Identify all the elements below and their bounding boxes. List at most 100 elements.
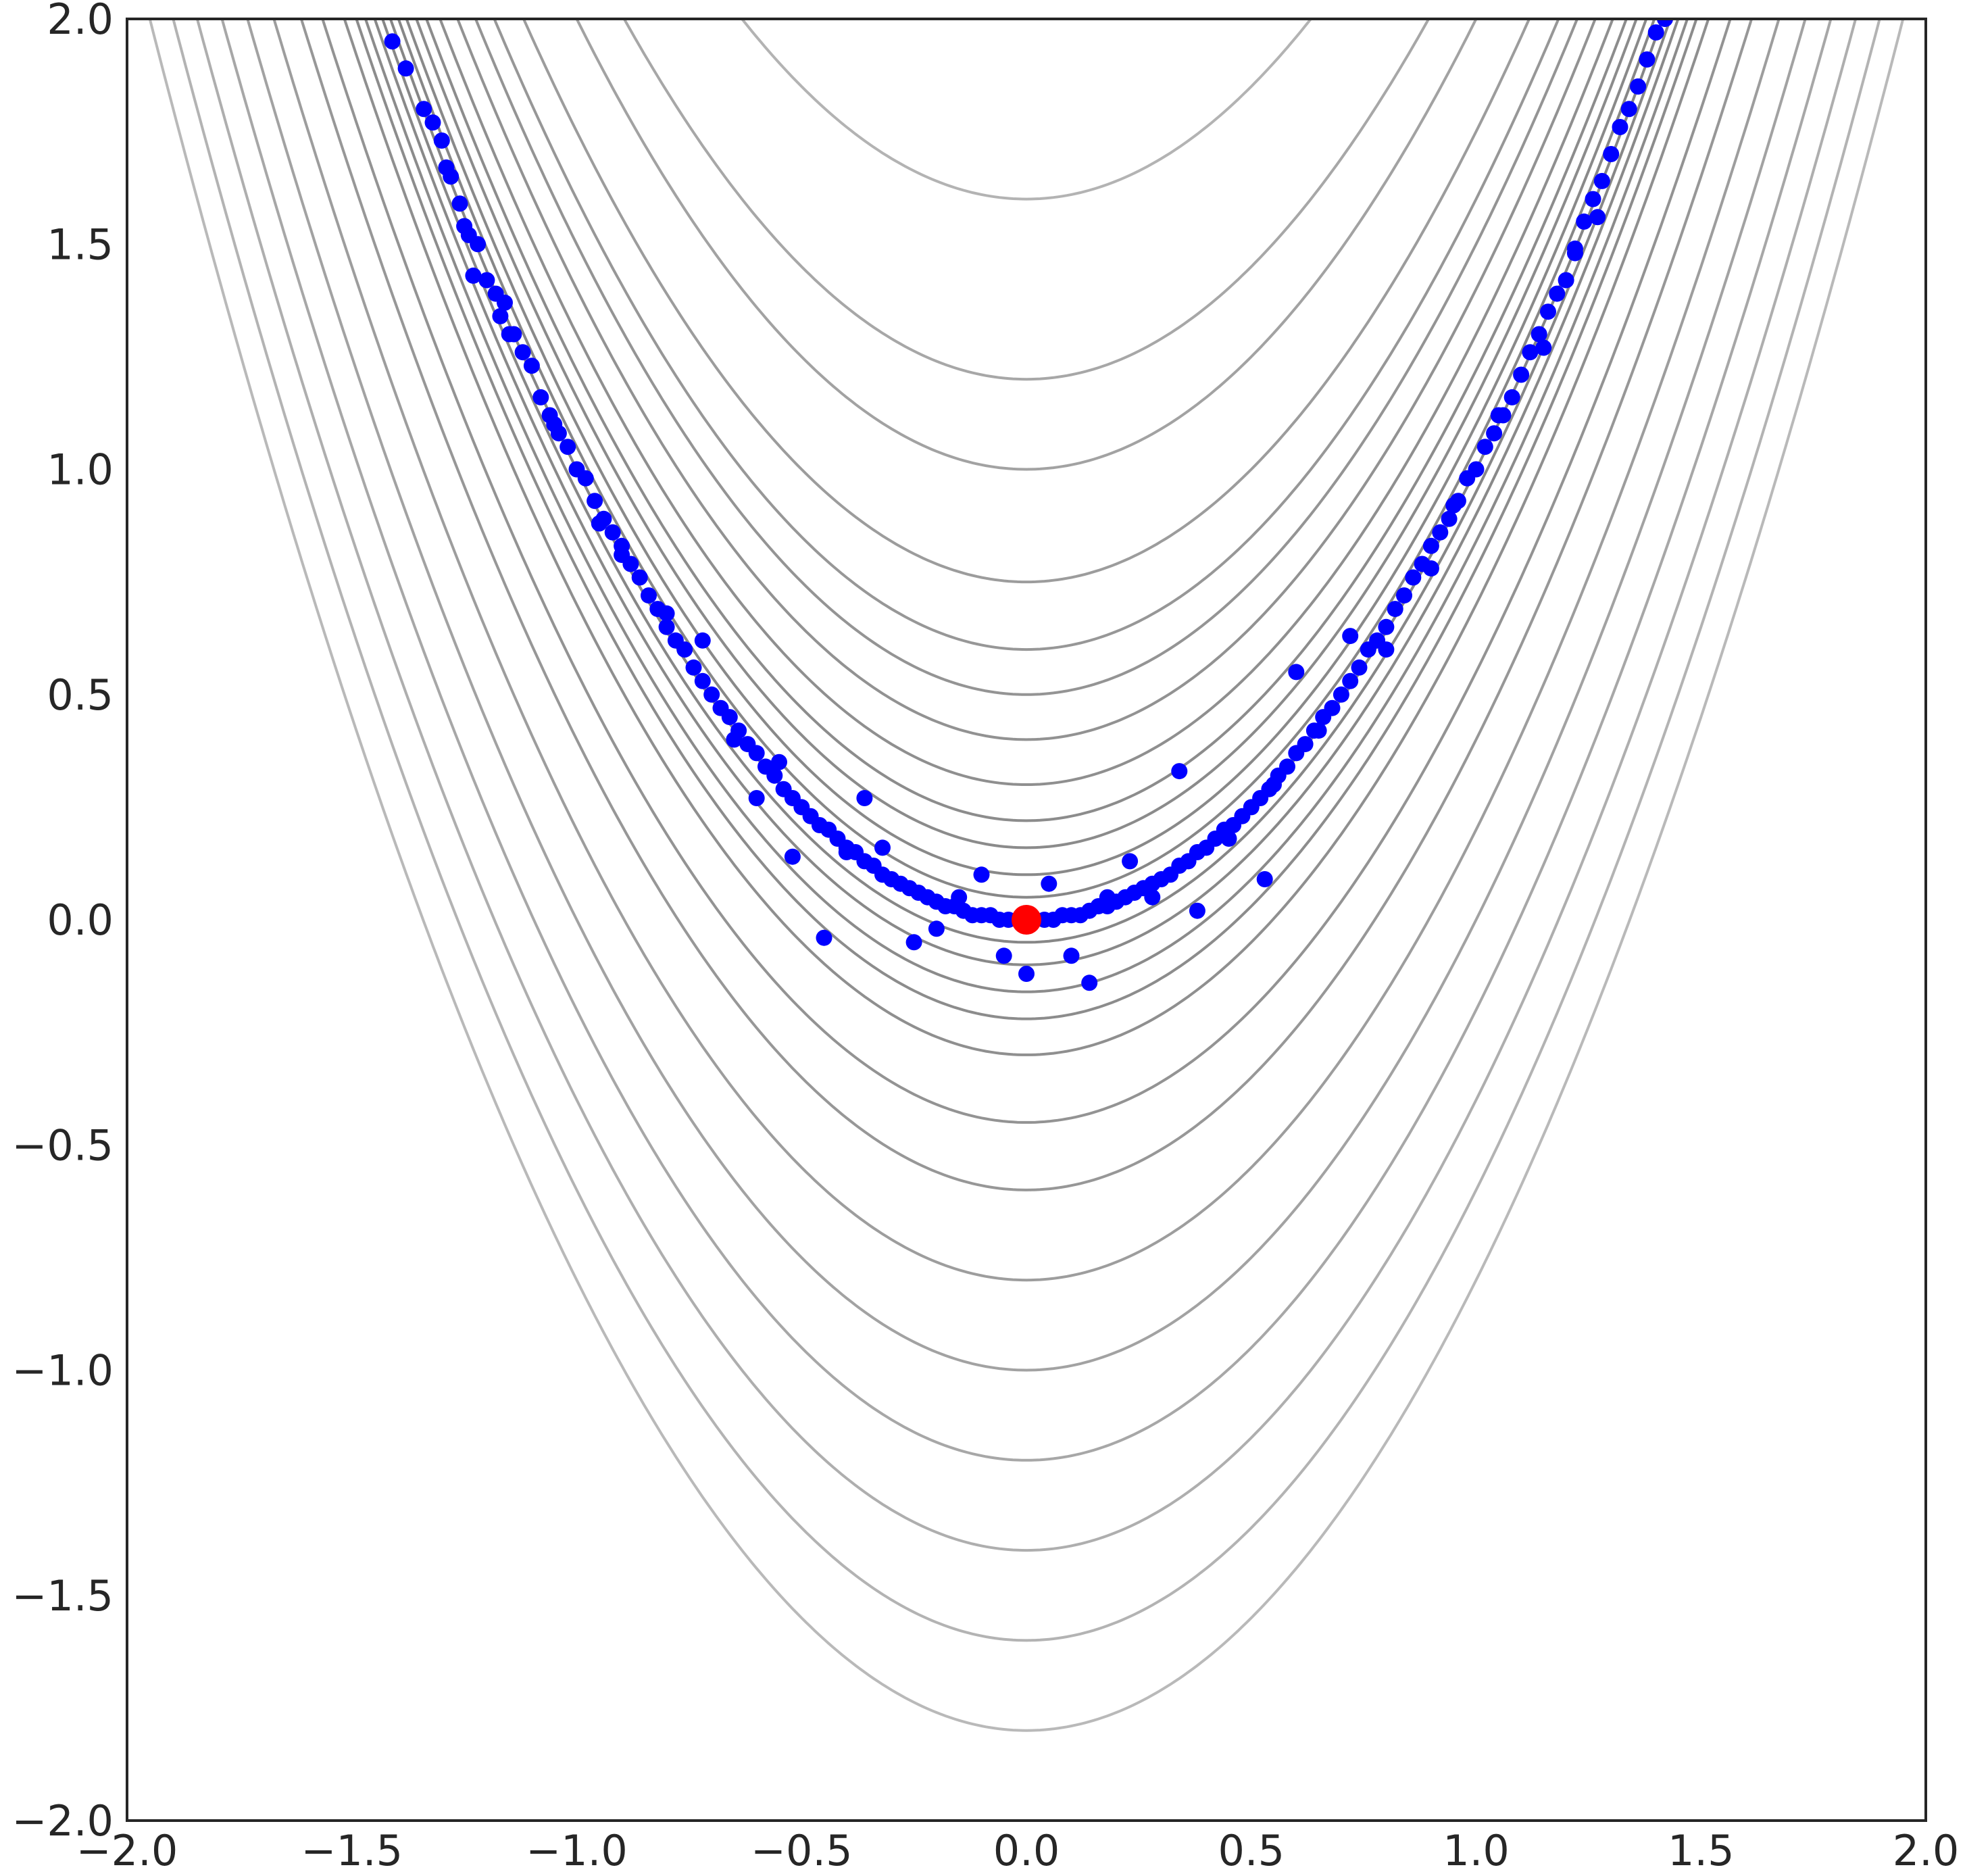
- data-point: [721, 709, 738, 726]
- data-point: [838, 844, 855, 860]
- contour-line: [740, 19, 1313, 201]
- data-point: [1422, 560, 1439, 577]
- data-point: [703, 686, 720, 703]
- data-point: [1144, 889, 1161, 906]
- y-tick-label: 2.0: [47, 0, 114, 44]
- data-point: [1378, 641, 1395, 658]
- contour-line: [148, 19, 1905, 1732]
- data-point: [424, 114, 441, 131]
- data-point: [604, 524, 621, 541]
- data-point: [676, 641, 693, 658]
- contour-line: [439, 19, 1614, 786]
- data-point: [766, 767, 783, 784]
- contour-line: [456, 19, 1597, 741]
- data-point: [497, 294, 513, 311]
- data-point: [1342, 672, 1359, 689]
- data-point: [1540, 303, 1556, 320]
- data-point: [1566, 245, 1583, 262]
- x-tick-label: −0.5: [751, 1826, 853, 1875]
- data-point: [685, 659, 702, 676]
- data-point: [1476, 439, 1493, 455]
- contour-line: [299, 19, 1753, 1191]
- data-point: [1657, 19, 1673, 27]
- data-point: [1378, 618, 1395, 635]
- x-tick-label: 0.0: [993, 1826, 1060, 1875]
- y-tick-label: 1.0: [47, 445, 114, 495]
- data-point: [1620, 101, 1637, 118]
- x-tick-label: 1.0: [1443, 1826, 1510, 1875]
- x-tick-label: −1.0: [526, 1826, 628, 1875]
- data-point: [587, 493, 603, 510]
- plot-frame: [126, 18, 1927, 1822]
- contour-line: [321, 19, 1732, 1124]
- data-point: [465, 267, 482, 284]
- data-point: [1324, 699, 1341, 716]
- data-point: [1647, 24, 1664, 41]
- data-point: [771, 754, 787, 770]
- data-point: [1342, 628, 1359, 645]
- data-point: [501, 326, 518, 343]
- data-point: [951, 889, 968, 906]
- x-tick-label: 0.5: [1218, 1826, 1285, 1875]
- data-point: [631, 569, 648, 586]
- data-point: [514, 344, 531, 361]
- data-point: [559, 439, 576, 455]
- data-point: [1603, 146, 1620, 162]
- data-point: [816, 929, 832, 946]
- data-point: [384, 33, 401, 50]
- data-point: [1445, 497, 1462, 514]
- y-tick-label: −0.5: [11, 1120, 114, 1170]
- data-point: [1405, 569, 1422, 586]
- data-point: [928, 920, 945, 937]
- y-tick-label: −2.0: [11, 1796, 114, 1846]
- scatter-points: [384, 19, 1673, 991]
- data-point: [1612, 119, 1628, 135]
- data-point: [1535, 339, 1552, 356]
- data-point: [1099, 889, 1116, 906]
- data-point: [451, 195, 468, 212]
- data-point: [1468, 461, 1485, 478]
- y-tick-label: 1.5: [47, 220, 114, 269]
- contour-line: [493, 19, 1560, 651]
- contour-line: [195, 19, 1858, 1552]
- data-point: [856, 790, 873, 806]
- data-point: [470, 236, 487, 253]
- data-point: [1220, 831, 1237, 847]
- data-point: [1585, 191, 1601, 207]
- y-tick-label: 0.0: [47, 895, 114, 945]
- data-point: [1288, 664, 1305, 681]
- data-point: [523, 357, 540, 374]
- data-point: [1576, 213, 1593, 230]
- data-point: [1122, 853, 1139, 870]
- contour-line: [405, 19, 1648, 877]
- data-point: [1256, 871, 1273, 887]
- data-point: [532, 389, 549, 405]
- data-point: [1639, 51, 1656, 68]
- data-point: [748, 745, 765, 762]
- data-point: [1396, 587, 1412, 604]
- contour-line: [373, 19, 1680, 966]
- data-point: [416, 101, 432, 118]
- y-axis-tick-labels: −2.0 −1.5 −1.0 −0.5 0.0 0.5 1.0 1.5 2.0: [11, 0, 114, 1846]
- contour-line: [272, 19, 1781, 1282]
- data-point: [1081, 974, 1098, 991]
- origin-point: [1012, 905, 1041, 935]
- data-point: [1486, 425, 1503, 442]
- contour-line: [474, 19, 1579, 696]
- contour-line: [381, 19, 1672, 944]
- data-point: [1589, 209, 1606, 226]
- data-point: [1387, 601, 1403, 618]
- x-axis-tick-labels: −2.0 −1.5 −1.0 −0.5 0.0 0.5 1.0 1.5 2.0: [76, 1826, 1960, 1875]
- y-tick-label: 0.5: [47, 670, 114, 720]
- data-point: [658, 618, 675, 635]
- data-point: [591, 515, 607, 532]
- data-point: [443, 168, 459, 185]
- x-tick-label: 1.5: [1668, 1826, 1735, 1875]
- data-point: [478, 272, 495, 289]
- y-tick-label: −1.0: [11, 1346, 114, 1396]
- data-point: [1041, 875, 1058, 892]
- data-point: [577, 470, 594, 487]
- contour-line: [397, 19, 1656, 899]
- contour-line: [415, 19, 1638, 849]
- data-point: [1189, 902, 1205, 919]
